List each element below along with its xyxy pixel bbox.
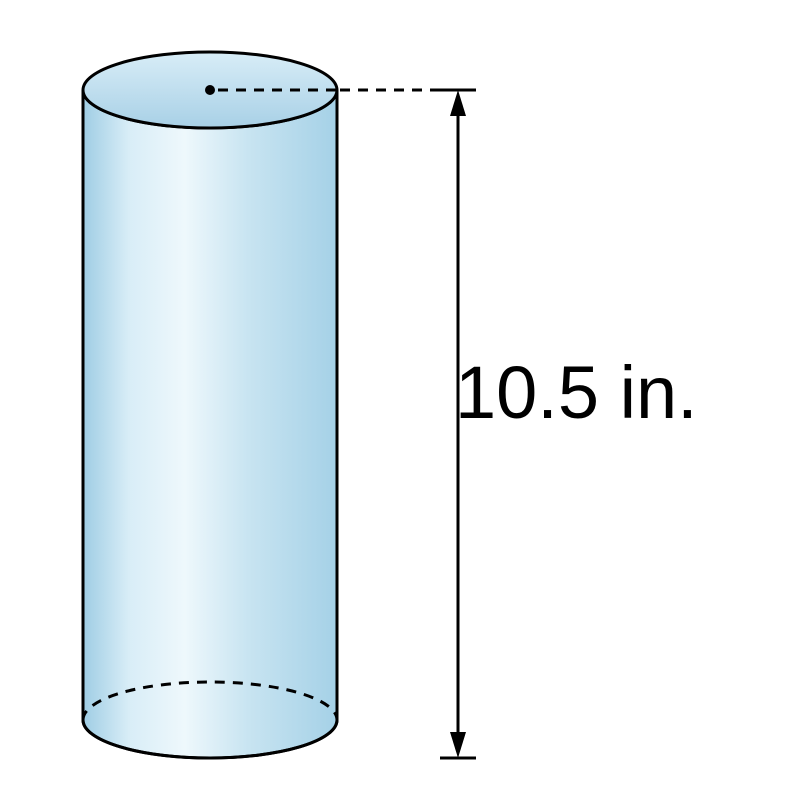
dimension-arrow-bottom — [450, 732, 466, 758]
height-label: 10.5 in. — [455, 350, 698, 435]
cylinder-diagram — [70, 30, 490, 770]
cylinder-body — [83, 90, 337, 758]
dimension-arrow-top — [450, 90, 466, 116]
diagram-container: 10.5 in. — [0, 0, 800, 802]
center-dot — [205, 85, 215, 95]
